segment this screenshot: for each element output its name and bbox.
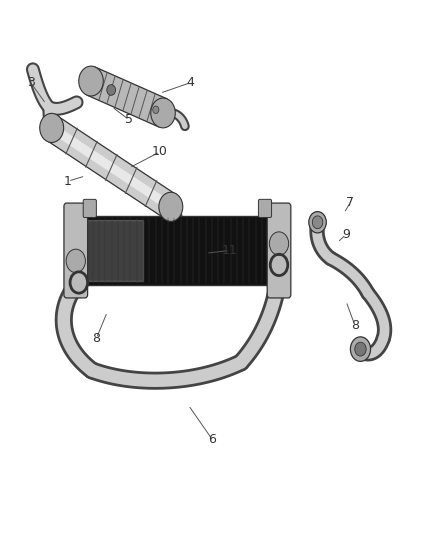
Circle shape	[40, 114, 64, 142]
Circle shape	[159, 192, 183, 221]
Text: 5: 5	[125, 114, 133, 126]
Circle shape	[66, 249, 85, 272]
Text: 8: 8	[351, 319, 359, 332]
Circle shape	[151, 98, 175, 128]
Circle shape	[309, 212, 326, 233]
Circle shape	[355, 342, 366, 356]
Polygon shape	[46, 116, 176, 219]
FancyBboxPatch shape	[258, 199, 272, 217]
Circle shape	[153, 106, 159, 114]
Text: 8: 8	[92, 332, 100, 345]
Text: 10: 10	[152, 146, 168, 158]
Circle shape	[350, 337, 371, 361]
Circle shape	[107, 85, 116, 95]
Text: 3: 3	[27, 76, 35, 89]
Text: 4: 4	[187, 76, 194, 89]
FancyBboxPatch shape	[64, 203, 88, 298]
Polygon shape	[87, 67, 167, 127]
FancyBboxPatch shape	[267, 203, 291, 298]
Text: 11: 11	[222, 244, 238, 257]
Text: 6: 6	[208, 433, 216, 446]
Text: 1: 1	[64, 175, 72, 188]
Circle shape	[269, 232, 289, 255]
Polygon shape	[50, 124, 173, 211]
Circle shape	[312, 216, 323, 229]
FancyBboxPatch shape	[83, 199, 96, 217]
Text: 7: 7	[346, 196, 354, 209]
Circle shape	[79, 66, 103, 96]
Text: 9: 9	[342, 228, 350, 241]
Bar	[83, 216, 272, 285]
